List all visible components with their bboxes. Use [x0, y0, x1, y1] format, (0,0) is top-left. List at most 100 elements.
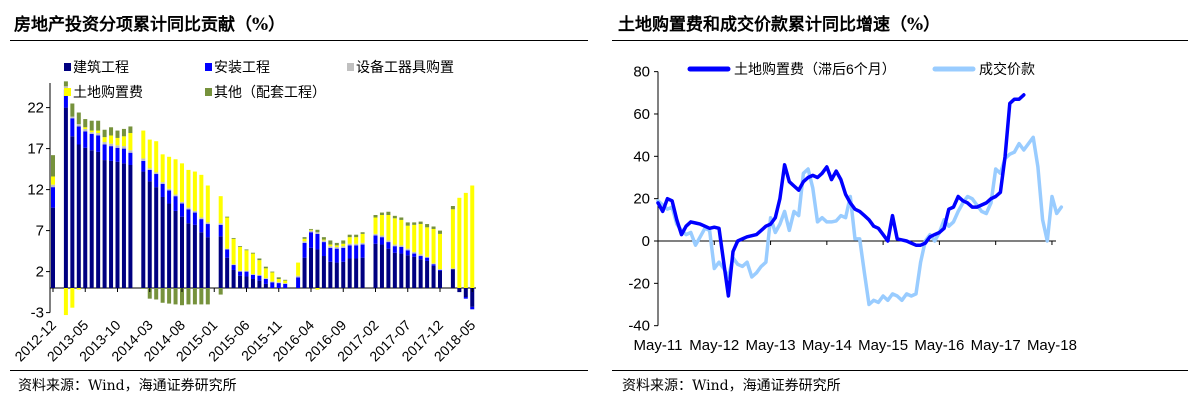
- bar-segment-2: [186, 207, 191, 210]
- bar-segment-3: [405, 225, 410, 249]
- bar-segment-1: [283, 283, 288, 288]
- bar-segment-0: [463, 288, 468, 298]
- bar-segment-1: [321, 242, 326, 257]
- bar-segment-2: [238, 270, 243, 272]
- right-x-tick-label: May-18: [1027, 337, 1077, 354]
- bar-segment-1: [173, 196, 178, 211]
- bar-segment-2: [180, 201, 184, 204]
- bar-segment-4: [392, 215, 397, 219]
- bar-segment-4: [315, 229, 320, 233]
- bar-segment-0: [321, 256, 326, 288]
- bar-segment-2: [199, 217, 204, 220]
- bar-segment-0: [244, 276, 249, 288]
- bar-segment-2: [392, 244, 397, 247]
- legend-label: 设备工器具购置: [356, 59, 454, 75]
- bar-segment-3: [399, 219, 404, 246]
- bar-segment-2: [218, 223, 223, 225]
- bar-segment-2: [309, 230, 313, 233]
- bar-segment-3: [231, 238, 236, 265]
- bar-segment-1: [76, 126, 81, 145]
- bar-segment-2: [450, 268, 455, 270]
- bar-segment-1: [244, 271, 249, 277]
- bar-segment-1: [360, 244, 365, 258]
- bar-segment-3: [76, 288, 81, 290]
- bar-segment-2: [121, 146, 126, 149]
- bar-segment-4: [328, 240, 333, 245]
- bar-segment-3: [167, 156, 172, 189]
- bar-segment-1: [354, 245, 359, 259]
- bar-segment-3: [270, 272, 275, 282]
- bar-segment-0: [425, 260, 430, 288]
- bar-segment-2: [302, 241, 307, 243]
- bar-segment-3: [199, 174, 204, 218]
- bar-segment-0: [128, 165, 133, 288]
- bar-segment-0: [70, 136, 75, 288]
- bar-segment-0: [457, 288, 462, 293]
- bar-segment-3: [83, 127, 88, 129]
- bar-segment-4: [128, 126, 133, 134]
- right-x-tick-label: May-11: [634, 337, 683, 354]
- right-y-tick-label: -20: [628, 275, 650, 292]
- bar-segment-1: [302, 242, 307, 258]
- right-chart-title: 土地购置费和成交价款累计同比增速（%）: [618, 15, 941, 35]
- bar-segment-3: [379, 215, 384, 236]
- bar-segment-1: [199, 219, 204, 233]
- bar-segment-4: [379, 212, 384, 216]
- bar-segment-2: [412, 251, 417, 254]
- right-footer-divider: [612, 370, 1188, 371]
- bar-segment-3: [205, 185, 210, 223]
- bar-segment-2: [296, 275, 301, 278]
- bar-segment-3: [102, 137, 107, 143]
- bar-segment-2: [70, 116, 75, 119]
- bar-segment-0: [96, 151, 101, 288]
- bar-segment-1: [51, 187, 55, 208]
- left-footer-divider: [10, 370, 588, 371]
- bar-segment-2: [438, 269, 442, 270]
- bar-segment-2: [354, 243, 359, 246]
- bar-segment-3: [115, 137, 120, 146]
- bar-segment-2: [418, 254, 423, 257]
- bar-segment-2: [263, 278, 268, 279]
- bar-segment-0: [147, 181, 152, 288]
- bar-segment-2: [328, 246, 333, 248]
- bar-segment-1: [102, 144, 107, 161]
- bar-segment-1: [205, 224, 210, 238]
- legend-label: 其他（配套工程）: [214, 84, 326, 100]
- bar-segment-4: [167, 288, 172, 304]
- bar-segment-2: [167, 188, 172, 191]
- legend-swatch-4: [205, 88, 212, 96]
- bar-segment-4: [218, 288, 223, 295]
- bar-segment-2: [102, 142, 107, 145]
- bar-segment-1: [347, 245, 352, 259]
- bar-segment-4: [438, 230, 442, 234]
- bar-segment-4: [283, 279, 288, 281]
- legend-label: 安装工程: [214, 59, 270, 75]
- bar-segment-2: [231, 264, 236, 266]
- bar-segment-2: [115, 145, 120, 148]
- bar-segment-4: [231, 237, 236, 239]
- bar-segment-1: [70, 118, 75, 137]
- bar-segment-0: [218, 236, 223, 288]
- legend-swatch-3: [64, 88, 71, 96]
- bar-segment-3: [463, 192, 468, 288]
- legend-label: 建筑工程: [73, 59, 129, 75]
- bar-segment-4: [63, 81, 68, 87]
- bar-segment-3: [96, 130, 101, 134]
- bar-segment-1: [328, 247, 333, 262]
- bar-segment-0: [250, 278, 255, 288]
- bar-segment-4: [154, 288, 159, 300]
- bar-segment-0: [354, 258, 359, 288]
- bar-segment-3: [360, 233, 365, 243]
- bar-segment-3: [425, 227, 430, 257]
- legend-label: 土地购置费: [73, 84, 143, 100]
- bar-segment-4: [405, 222, 410, 226]
- bar-segment-0: [392, 252, 397, 288]
- bar-segment-1: [96, 135, 101, 152]
- bar-segment-3: [283, 280, 288, 284]
- bar-segment-3: [160, 154, 165, 183]
- bar-segment-0: [102, 160, 107, 288]
- bar-segment-4: [160, 288, 165, 303]
- legend-label: 土地购置费（滞后6个月）: [734, 61, 896, 77]
- bar-segment-1: [386, 242, 391, 249]
